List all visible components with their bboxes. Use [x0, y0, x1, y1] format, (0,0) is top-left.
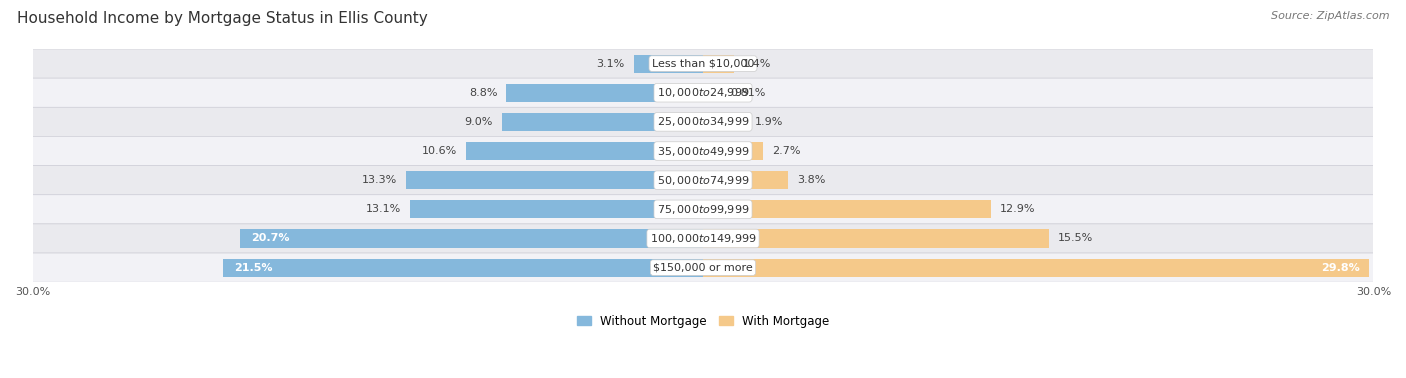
Bar — [411, 200, 703, 218]
Bar — [703, 113, 745, 131]
Legend: Without Mortgage, With Mortgage: Without Mortgage, With Mortgage — [576, 314, 830, 328]
Bar — [240, 229, 703, 248]
Text: 1.4%: 1.4% — [744, 59, 772, 68]
Bar — [502, 113, 703, 131]
FancyBboxPatch shape — [32, 195, 1374, 224]
FancyBboxPatch shape — [32, 136, 1374, 166]
Text: 10.6%: 10.6% — [422, 146, 457, 156]
Text: 2.7%: 2.7% — [772, 146, 801, 156]
Text: 9.0%: 9.0% — [464, 117, 494, 127]
Text: 1.9%: 1.9% — [755, 117, 783, 127]
FancyBboxPatch shape — [32, 78, 1374, 107]
Bar — [703, 142, 763, 160]
Bar — [634, 54, 703, 73]
Text: 21.5%: 21.5% — [233, 263, 273, 273]
Text: 20.7%: 20.7% — [252, 234, 290, 243]
FancyBboxPatch shape — [32, 224, 1374, 253]
Text: 0.81%: 0.81% — [730, 88, 765, 98]
Text: $50,000 to $74,999: $50,000 to $74,999 — [657, 174, 749, 187]
Text: 15.5%: 15.5% — [1059, 234, 1094, 243]
FancyBboxPatch shape — [32, 253, 1374, 282]
Text: $35,000 to $49,999: $35,000 to $49,999 — [657, 144, 749, 158]
Text: $150,000 or more: $150,000 or more — [654, 263, 752, 273]
FancyBboxPatch shape — [32, 49, 1374, 78]
Text: Less than $10,000: Less than $10,000 — [652, 59, 754, 68]
Text: Source: ZipAtlas.com: Source: ZipAtlas.com — [1271, 11, 1389, 21]
Text: $75,000 to $99,999: $75,000 to $99,999 — [657, 203, 749, 216]
Text: 3.1%: 3.1% — [596, 59, 624, 68]
Bar — [506, 84, 703, 102]
Bar — [467, 142, 703, 160]
Text: 12.9%: 12.9% — [1000, 204, 1036, 214]
Text: 3.8%: 3.8% — [797, 175, 825, 185]
Text: 13.1%: 13.1% — [366, 204, 401, 214]
Bar — [703, 200, 991, 218]
Bar — [703, 54, 734, 73]
Bar — [222, 259, 703, 277]
Text: 8.8%: 8.8% — [470, 88, 498, 98]
Bar — [406, 171, 703, 189]
Text: 29.8%: 29.8% — [1322, 263, 1360, 273]
Text: Household Income by Mortgage Status in Ellis County: Household Income by Mortgage Status in E… — [17, 11, 427, 26]
Bar — [703, 84, 721, 102]
Bar — [703, 229, 1049, 248]
Text: $10,000 to $24,999: $10,000 to $24,999 — [657, 86, 749, 99]
FancyBboxPatch shape — [32, 166, 1374, 195]
Bar — [703, 171, 787, 189]
Text: 13.3%: 13.3% — [361, 175, 396, 185]
Text: $100,000 to $149,999: $100,000 to $149,999 — [650, 232, 756, 245]
Bar — [703, 259, 1369, 277]
Text: $25,000 to $34,999: $25,000 to $34,999 — [657, 115, 749, 129]
FancyBboxPatch shape — [32, 107, 1374, 136]
